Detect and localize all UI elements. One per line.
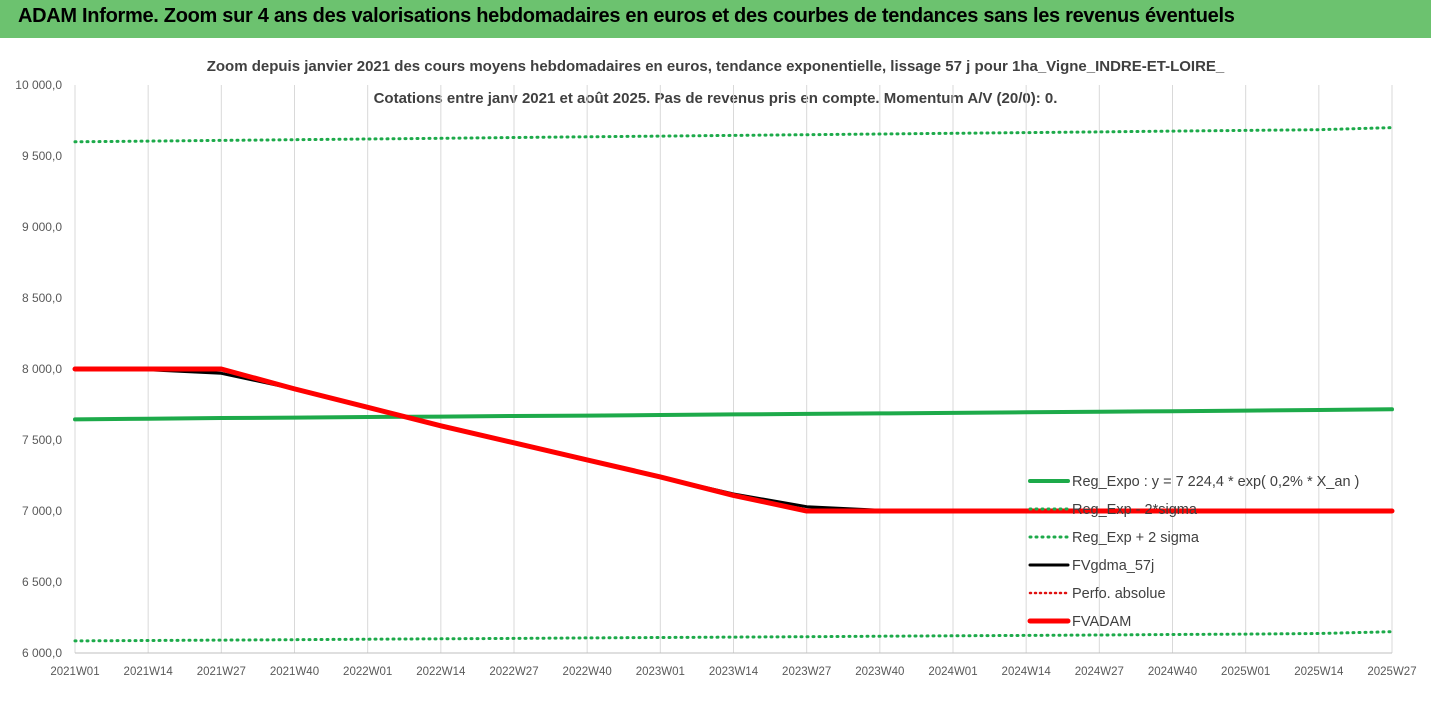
x-tick-label: 2024W14: [1002, 666, 1052, 678]
y-tick-label: 7 000,0: [22, 504, 62, 518]
x-tick-label: 2025W27: [1367, 666, 1416, 678]
y-tick-label: 6 000,0: [22, 646, 62, 660]
y-tick-label: 9 000,0: [22, 220, 62, 234]
x-tick-label: 2022W27: [489, 666, 538, 678]
x-tick-label: 2023W27: [782, 666, 831, 678]
x-tick-label: 2023W40: [855, 666, 904, 678]
chart-subtitle: Cotations entre janv 2021 et août 2025. …: [373, 90, 1058, 107]
x-tick-label: 2021W01: [50, 666, 99, 678]
x-tick-label: 2022W01: [343, 666, 392, 678]
series-reg-exp-minus-2sigma-line: [73, 630, 1394, 643]
series-reg-exp-plus-2sigma-line: [73, 126, 1394, 144]
legend-label: Perfo. absolue: [1072, 586, 1166, 602]
y-tick-label: 6 500,0: [22, 575, 62, 589]
chart-title: Zoom depuis janvier 2021 des cours moyen…: [206, 58, 1225, 75]
report-title: ADAM Informe. Zoom sur 4 ans des valoris…: [18, 5, 1235, 27]
x-tick-label: 2023W01: [636, 666, 685, 678]
x-tick-label: 2021W40: [270, 666, 319, 678]
series-reg-expo-line: [73, 407, 1394, 422]
x-tick-label: 2022W14: [416, 666, 466, 678]
x-tick-label: 2024W01: [928, 666, 977, 678]
legend-label: FVADAM: [1072, 614, 1131, 630]
y-tick-label: 10 000,0: [15, 78, 62, 92]
x-tick-label: 2021W27: [197, 666, 246, 678]
series-fvadam-line: [72, 366, 1395, 514]
report-banner: ADAM Informe. Zoom sur 4 ans des valoris…: [0, 0, 1431, 38]
y-tick-label: 8 500,0: [22, 291, 62, 305]
y-tick-label: 8 000,0: [22, 362, 62, 376]
x-tick-label: 2024W27: [1075, 666, 1124, 678]
x-tick-label: 2021W14: [124, 666, 174, 678]
y-tick-label: 9 500,0: [22, 149, 62, 163]
x-tick-label: 2023W14: [709, 666, 759, 678]
legend-label: FVgdma_57j: [1072, 558, 1154, 574]
chart-area: Zoom depuis janvier 2021 des cours moyen…: [0, 38, 1431, 720]
x-tick-label: 2025W01: [1221, 666, 1270, 678]
legend-label: Reg_Expo : y = 7 224,4 * exp( 0,2% * X_a…: [1072, 474, 1359, 490]
legend-label: Reg_Exp + 2 sigma: [1072, 530, 1200, 546]
x-tick-label: 2024W40: [1148, 666, 1197, 678]
legend-label: Reg_Exp - 2*sigma: [1072, 502, 1198, 518]
y-tick-label: 7 500,0: [22, 433, 62, 447]
x-tick-label: 2025W14: [1294, 666, 1344, 678]
x-tick-label: 2022W40: [563, 666, 612, 678]
line-chart: 10 000,0 9 500,0 9 000,0 8 500,0 8 000,0 7 50…: [15, 78, 1416, 678]
